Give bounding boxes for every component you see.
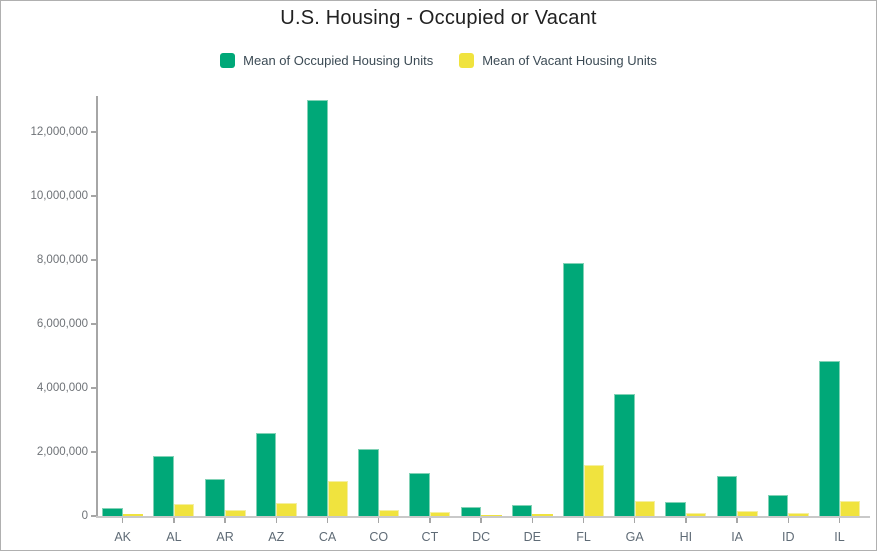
y-axis-label: 2,000,000	[36, 446, 88, 458]
legend-label: Mean of Vacant Housing Units	[482, 53, 657, 68]
bar-vacant-CA[interactable]	[327, 481, 348, 516]
x-axis-label-IL: IL	[834, 530, 845, 544]
legend-item-vacant[interactable]: Mean of Vacant Housing Units	[459, 53, 657, 68]
x-axis-label-ID: ID	[782, 530, 795, 544]
bar-occupied-DC[interactable]	[460, 507, 482, 516]
y-axis-tick	[91, 387, 96, 389]
legend-label: Mean of Occupied Housing Units	[243, 53, 434, 68]
bar-vacant-CT[interactable]	[429, 512, 451, 516]
x-axis-tick	[429, 517, 431, 523]
bar-occupied-IA[interactable]	[716, 475, 738, 516]
y-axis-tick	[91, 195, 96, 197]
x-axis-label-CO: CO	[369, 530, 389, 544]
bar-occupied-ID[interactable]	[767, 495, 789, 516]
x-axis-tick	[224, 517, 226, 523]
bar-vacant-CO[interactable]	[378, 509, 400, 516]
y-axis-label: 6,000,000	[36, 318, 88, 330]
bar-occupied-HI[interactable]	[665, 501, 686, 516]
bar-occupied-DE[interactable]	[511, 505, 533, 516]
y-axis-label: 12,000,000	[30, 126, 88, 138]
legend-swatch-icon	[459, 53, 475, 68]
bar-occupied-CO[interactable]	[358, 448, 379, 516]
x-axis-label-AL: AL	[166, 530, 182, 544]
bar-vacant-IA[interactable]	[737, 511, 758, 516]
x-axis-label-DC: DC	[472, 530, 491, 544]
bar-occupied-AZ[interactable]	[255, 432, 277, 516]
legend-item-occupied[interactable]: Mean of Occupied Housing Units	[220, 53, 433, 68]
x-axis-tick	[275, 517, 278, 523]
x-axis-tick	[582, 517, 585, 523]
x-axis-label-GA: GA	[625, 530, 644, 544]
bar-vacant-AL[interactable]	[173, 503, 195, 516]
x-axis-tick	[633, 517, 636, 523]
y-axis-label: 10,000,000	[30, 190, 88, 202]
x-axis	[96, 515, 870, 518]
bar-vacant-HI[interactable]	[685, 513, 707, 516]
bar-vacant-IL[interactable]	[839, 501, 860, 516]
y-axis-label: 4,000,000	[36, 382, 88, 394]
y-axis-label: 0	[81, 510, 88, 522]
x-axis-tick	[173, 517, 175, 523]
bar-vacant-ID[interactable]	[788, 512, 809, 516]
x-axis-tick	[685, 517, 687, 523]
x-axis-tick	[377, 517, 380, 523]
bar-vacant-AZ[interactable]	[276, 503, 297, 516]
x-axis-tick	[838, 517, 841, 523]
x-axis-tick	[121, 517, 124, 523]
y-axis-tick	[91, 259, 96, 261]
bar-vacant-AK[interactable]	[122, 513, 144, 516]
bar-occupied-AR[interactable]	[204, 479, 226, 516]
bar-occupied-CA[interactable]	[307, 100, 328, 516]
y-axis-tick	[91, 323, 96, 325]
bar-occupied-AK[interactable]	[102, 508, 123, 516]
y-axis-label: 8,000,000	[36, 254, 88, 266]
legend: Mean of Occupied Housing Units Mean of Va…	[1, 53, 876, 68]
bar-vacant-DE[interactable]	[532, 513, 553, 516]
bar-occupied-CT[interactable]	[409, 472, 430, 516]
x-axis-tick	[480, 517, 482, 523]
bar-occupied-FL[interactable]	[563, 263, 584, 516]
y-axis-tick	[91, 515, 96, 517]
y-axis-tick	[91, 451, 96, 453]
x-axis-tick	[326, 517, 329, 523]
x-axis-label-IA: IA	[731, 530, 743, 544]
bar-occupied-GA[interactable]	[614, 394, 635, 516]
bar-vacant-GA[interactable]	[634, 500, 656, 516]
x-axis-label-HI: HI	[679, 530, 693, 544]
bar-vacant-FL[interactable]	[583, 464, 604, 516]
x-axis-label-CT: CT	[421, 530, 439, 544]
x-axis-label-AK: AK	[114, 530, 132, 544]
bar-occupied-AL[interactable]	[153, 455, 174, 516]
x-axis-label-DE: DE	[523, 530, 541, 544]
bar-vacant-DC[interactable]	[481, 515, 502, 516]
x-axis-tick	[736, 517, 738, 523]
bar-occupied-IL[interactable]	[819, 360, 840, 516]
x-axis-label-AR: AR	[216, 530, 234, 544]
x-axis-label-CA: CA	[318, 530, 337, 544]
legend-swatch-icon	[220, 53, 236, 68]
x-axis-tick	[787, 517, 790, 523]
bar-vacant-AR[interactable]	[225, 509, 246, 516]
x-axis-label-AZ: AZ	[268, 530, 285, 544]
x-axis-tick	[531, 517, 534, 523]
y-axis-tick	[91, 131, 96, 133]
x-axis-label-FL: FL	[576, 530, 591, 544]
y-axis	[96, 96, 98, 518]
chart-title: U.S. Housing - Occupied or Vacant	[280, 7, 597, 29]
